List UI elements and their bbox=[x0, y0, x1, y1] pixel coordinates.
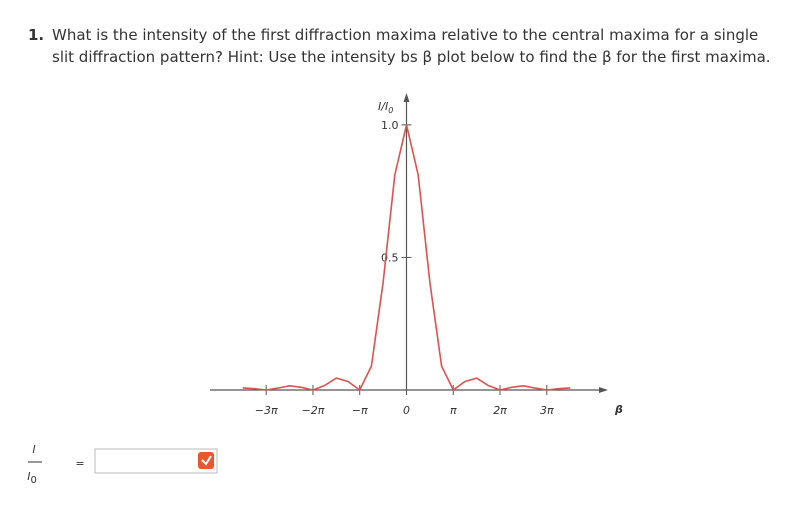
x-axis-label: β bbox=[614, 403, 623, 416]
y-axis-label: I/I0 bbox=[378, 100, 393, 115]
y-axis-arrow bbox=[403, 93, 410, 102]
question: 1. What is the intensity of the first di… bbox=[28, 24, 778, 68]
question-text: What is the intensity of the first diffr… bbox=[52, 26, 771, 66]
x-tick-label: 3π bbox=[540, 404, 554, 417]
x-tick-label: π bbox=[450, 404, 457, 417]
answer-input[interactable] bbox=[94, 448, 218, 474]
intensity-curve bbox=[242, 124, 571, 391]
fraction-numerator: I bbox=[32, 443, 35, 456]
dropdown-icon bbox=[201, 455, 212, 466]
x-tick-label: −3π bbox=[255, 404, 278, 417]
fraction-denominator: I0 bbox=[27, 470, 37, 486]
x-tick-label: −π bbox=[352, 404, 368, 417]
y-tick-label: 0.5 bbox=[381, 251, 399, 264]
x-tick-label: 0 bbox=[403, 404, 410, 417]
x-tick-label: −2π bbox=[302, 404, 325, 417]
x-axis-arrow bbox=[599, 387, 608, 393]
answer-dropdown[interactable] bbox=[198, 452, 214, 469]
x-tick-label: 2π bbox=[493, 404, 507, 417]
question-number: 1. bbox=[28, 26, 45, 44]
equals-sign: = bbox=[75, 457, 84, 470]
y-tick-label: 1.0 bbox=[381, 119, 399, 132]
